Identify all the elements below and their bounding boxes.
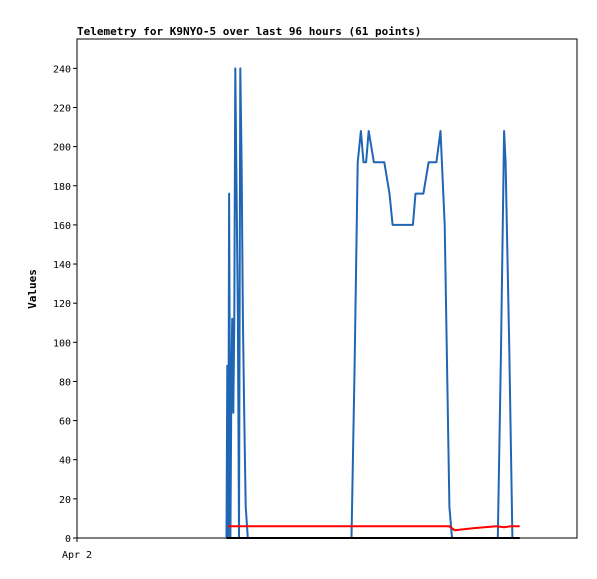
x-tick-label: Apr 2 <box>62 550 92 561</box>
y-tick-label: 40 <box>59 456 71 467</box>
y-tick-label: 100 <box>53 338 71 349</box>
series-line-1 <box>228 525 520 532</box>
y-tick-label: 240 <box>53 64 71 75</box>
y-tick-label: 140 <box>53 260 71 271</box>
y-tick-label: 60 <box>59 417 71 428</box>
y-tick-label: 20 <box>59 495 71 506</box>
y-tick-label: 120 <box>53 299 71 310</box>
y-tick-label: 160 <box>53 221 71 232</box>
y-tick-label: 0 <box>65 534 71 545</box>
y-tick-label: 80 <box>59 377 71 388</box>
y-tick-label: 200 <box>53 143 71 154</box>
y-tick-label: 220 <box>53 103 71 114</box>
y-tick-label: 180 <box>53 182 71 193</box>
plot-area <box>76 38 578 539</box>
y-axis-label: Values <box>26 269 39 309</box>
y-axis-ticks: 0 20 40 60 80 100 120 140 160 180 200 220 240 <box>53 64 77 545</box>
chart-title: Telemetry for K9NYO-5 over last 96 hours… <box>77 25 421 38</box>
x-axis-ticks: Apr 2 <box>62 538 92 561</box>
series-line-0 <box>225 67 520 539</box>
series-layer <box>225 67 520 539</box>
